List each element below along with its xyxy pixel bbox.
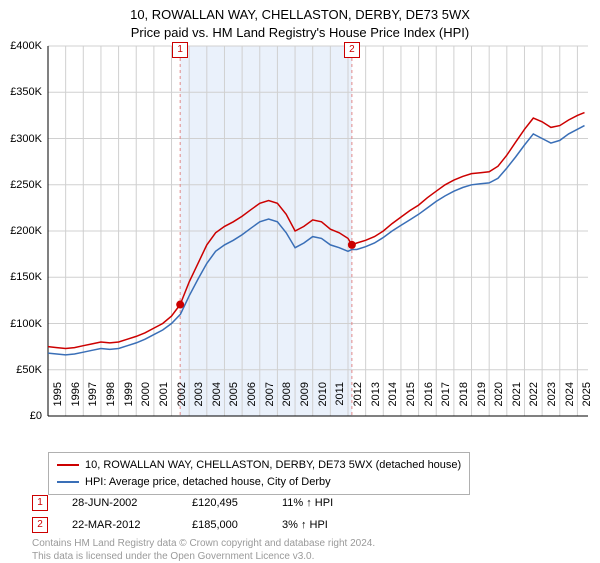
sale-marker-flag: 2	[344, 42, 360, 58]
x-tick-label: 2023	[546, 382, 558, 422]
x-tick-label: 2021	[511, 382, 523, 422]
x-tick-label: 2017	[440, 382, 452, 422]
x-tick-label: 2016	[423, 382, 435, 422]
x-tick-label: 1999	[123, 382, 135, 422]
x-tick-label: 1995	[52, 382, 64, 422]
y-tick-label: £150K	[10, 271, 42, 283]
sale-marker-2: 2	[32, 517, 48, 533]
x-tick-label: 1996	[70, 382, 82, 422]
y-tick-label: £350K	[10, 86, 42, 98]
x-tick-label: 2024	[564, 382, 576, 422]
sale-date-2: 22-MAR-2012	[72, 519, 192, 531]
legend-label-subject: 10, ROWALLAN WAY, CHELLASTON, DERBY, DE7…	[85, 457, 461, 474]
x-tick-label: 2007	[264, 382, 276, 422]
x-tick-label: 2025	[581, 382, 593, 422]
legend-label-hpi: HPI: Average price, detached house, City…	[85, 474, 331, 491]
x-tick-label: 2006	[246, 382, 258, 422]
x-tick-label: 2003	[193, 382, 205, 422]
sale-price-1: £120,495	[192, 497, 282, 509]
x-tick-label: 2010	[317, 382, 329, 422]
y-tick-label: £250K	[10, 179, 42, 191]
title-block: 10, ROWALLAN WAY, CHELLASTON, DERBY, DE7…	[0, 0, 600, 41]
sale-date-1: 28-JUN-2002	[72, 497, 192, 509]
footer: Contains HM Land Registry data © Crown c…	[32, 538, 375, 563]
footer-line-1: Contains HM Land Registry data © Crown c…	[32, 538, 375, 551]
sale-row-1: 1 28-JUN-2002 £120,495 11% ↑ HPI	[32, 492, 372, 514]
x-tick-label: 2015	[405, 382, 417, 422]
page: 10, ROWALLAN WAY, CHELLASTON, DERBY, DE7…	[0, 0, 600, 560]
y-tick-label: £0	[30, 410, 42, 422]
x-tick-label: 2022	[528, 382, 540, 422]
legend-row-hpi: HPI: Average price, detached house, City…	[57, 474, 461, 491]
x-tick-label: 2011	[334, 382, 346, 422]
x-tick-label: 2020	[493, 382, 505, 422]
x-tick-label: 1998	[105, 382, 117, 422]
title-subtitle: Price paid vs. HM Land Registry's House …	[0, 24, 600, 42]
sale-price-2: £185,000	[192, 519, 282, 531]
sales-table: 1 28-JUN-2002 £120,495 11% ↑ HPI 2 22-MA…	[32, 492, 372, 536]
footer-line-2: This data is licensed under the Open Gov…	[32, 551, 375, 563]
sale-delta-1: 11% ↑ HPI	[282, 497, 372, 509]
y-tick-label: £100K	[10, 318, 42, 330]
legend-swatch-hpi	[57, 481, 79, 483]
y-tick-label: £50K	[16, 364, 42, 376]
legend: 10, ROWALLAN WAY, CHELLASTON, DERBY, DE7…	[48, 452, 470, 495]
x-tick-label: 2005	[228, 382, 240, 422]
legend-swatch-subject	[57, 464, 79, 466]
x-tick-label: 2014	[387, 382, 399, 422]
x-tick-label: 2013	[370, 382, 382, 422]
x-tick-label: 1997	[87, 382, 99, 422]
legend-row-subject: 10, ROWALLAN WAY, CHELLASTON, DERBY, DE7…	[57, 457, 461, 474]
sale-row-2: 2 22-MAR-2012 £185,000 3% ↑ HPI	[32, 514, 372, 536]
x-tick-label: 2001	[158, 382, 170, 422]
chart: £0£50K£100K£150K£200K£250K£300K£350K£400…	[48, 46, 588, 416]
y-tick-label: £200K	[10, 225, 42, 237]
x-tick-label: 2012	[352, 382, 364, 422]
y-tick-label: £300K	[10, 133, 42, 145]
sale-marker-1: 1	[32, 495, 48, 511]
x-tick-label: 2004	[211, 382, 223, 422]
y-tick-label: £400K	[10, 40, 42, 52]
sale-marker-flag: 1	[172, 42, 188, 58]
title-address: 10, ROWALLAN WAY, CHELLASTON, DERBY, DE7…	[0, 6, 600, 24]
x-tick-label: 2009	[299, 382, 311, 422]
sale-delta-2: 3% ↑ HPI	[282, 519, 372, 531]
plot-svg	[48, 46, 588, 416]
x-tick-label: 2000	[140, 382, 152, 422]
x-tick-label: 2019	[476, 382, 488, 422]
x-tick-label: 2002	[176, 382, 188, 422]
x-tick-label: 2008	[281, 382, 293, 422]
x-tick-label: 2018	[458, 382, 470, 422]
